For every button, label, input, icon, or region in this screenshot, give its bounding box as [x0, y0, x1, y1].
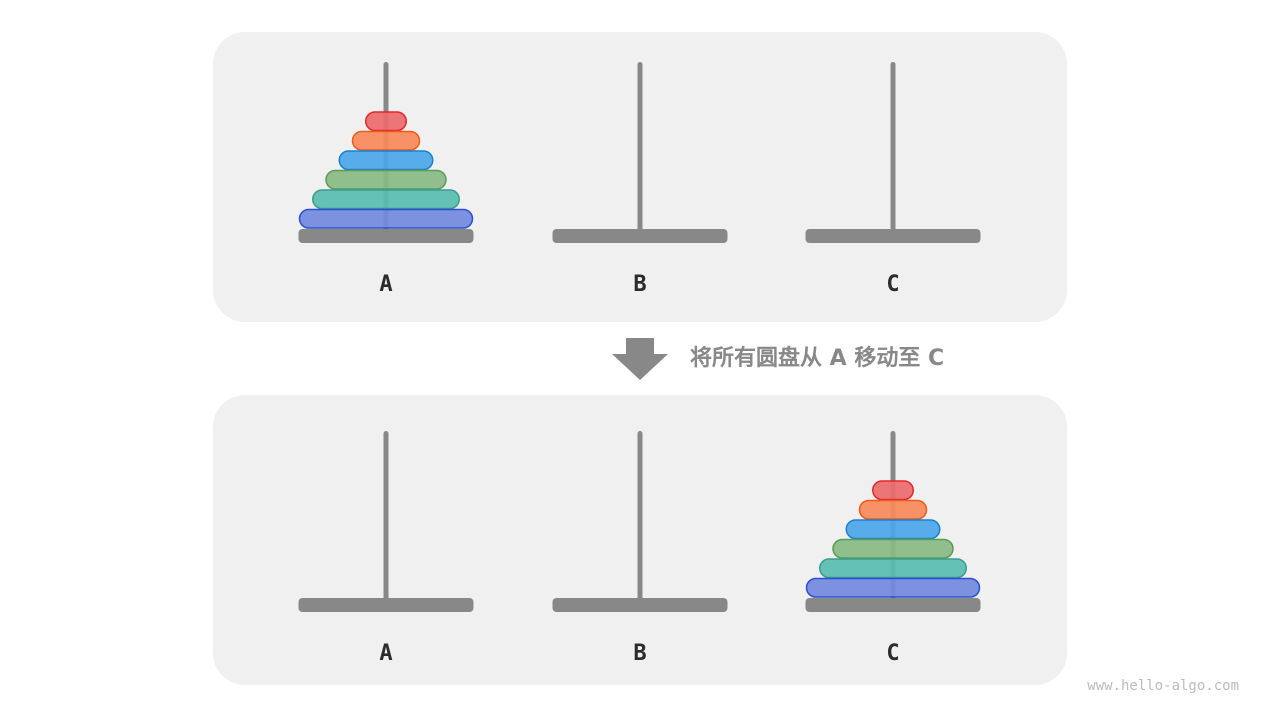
disk-5	[819, 558, 967, 579]
rod-label-c: C	[886, 641, 899, 666]
disk-1	[872, 480, 914, 501]
disk-4	[325, 169, 447, 190]
disk-2	[858, 499, 928, 520]
rod-label-a: A	[379, 641, 392, 666]
rod-a-base	[298, 598, 474, 612]
rod-b-base	[552, 229, 728, 243]
disk-4	[832, 538, 954, 559]
rod-b-pole	[637, 62, 643, 232]
rod-a-pole	[383, 431, 389, 601]
disk-2	[351, 130, 421, 151]
disk-1	[365, 111, 407, 132]
rod-c-base	[805, 229, 981, 243]
disk-6	[298, 208, 474, 229]
rod-b-base	[552, 598, 728, 612]
disk-3	[338, 150, 434, 171]
state-after: A B C	[298, 431, 981, 666]
down-arrow-icon	[612, 338, 668, 380]
rod-label-c: C	[886, 272, 899, 297]
caption: 将所有圆盘从 A 移动至 C	[690, 345, 944, 371]
disk-6	[805, 577, 981, 598]
watermark: www.hello-algo.com	[1087, 678, 1239, 694]
rod-c-pole	[890, 62, 896, 232]
rod-label-b: B	[633, 641, 646, 666]
disk-5	[312, 189, 460, 210]
disk-3	[845, 519, 941, 540]
state-before: A B C	[298, 62, 981, 297]
rod-label-a: A	[379, 272, 392, 297]
rod-a-base	[298, 229, 474, 243]
rod-label-b: B	[633, 272, 646, 297]
rod-b-pole	[637, 431, 643, 601]
rod-c-base	[805, 598, 981, 612]
